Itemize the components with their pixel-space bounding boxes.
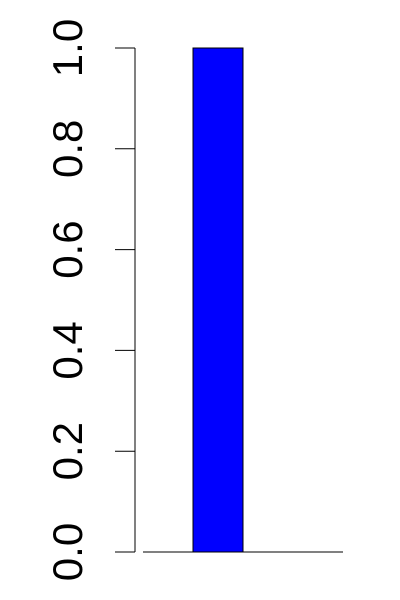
bar: [192, 47, 244, 553]
y-tick-label: 0.8: [44, 120, 91, 178]
y-tick-label: 0.2: [44, 422, 91, 480]
y-tick-label: 0.0: [44, 523, 91, 581]
bars: [143, 47, 343, 553]
y-tick-label: 0.4: [44, 321, 91, 379]
y-axis: 0.0 0.2 0.4 0.6 0.8 1.0: [44, 19, 136, 581]
y-tick-label: 0.6: [44, 220, 91, 278]
y-tick-label: 1.0: [44, 19, 91, 77]
